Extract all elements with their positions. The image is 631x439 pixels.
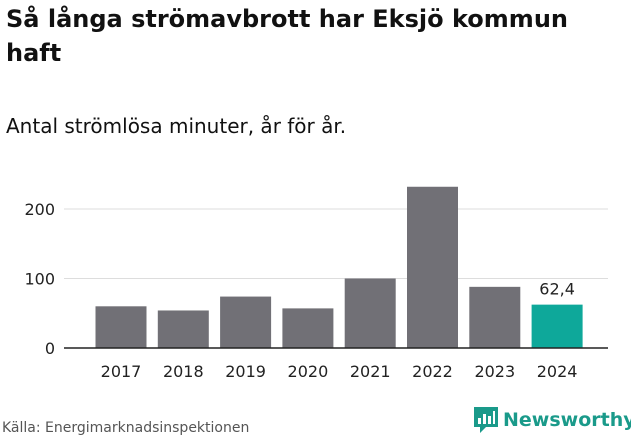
bar-2019 bbox=[220, 296, 272, 348]
newsworthy-logo: Newsworthy bbox=[474, 407, 631, 433]
x-tick-label: 2018 bbox=[163, 362, 204, 381]
bar-2021 bbox=[344, 278, 396, 348]
brand-name: Newsworthy bbox=[503, 409, 631, 431]
chart-title: Så långa strömavbrott har Eksjö kommun h… bbox=[6, 5, 568, 67]
bar-chart: 0 100 200 2017 2018 2019 2020 2021 2022 2023 2024 6… bbox=[24, 186, 608, 381]
x-tick-label: 2023 bbox=[474, 362, 515, 381]
bar-2018 bbox=[157, 310, 209, 348]
x-tick-label: 2020 bbox=[288, 362, 329, 381]
y-tick-label: 0 bbox=[45, 339, 55, 358]
x-tick-label: 2024 bbox=[537, 362, 578, 381]
bar-2024 bbox=[531, 304, 583, 348]
bar-2023 bbox=[469, 286, 521, 348]
source-note: Källa: Energimarknadsinspektionen bbox=[2, 420, 250, 436]
bar-2017 bbox=[95, 306, 147, 348]
data-label: 62,4 bbox=[539, 280, 575, 299]
y-tick-label: 100 bbox=[24, 270, 55, 289]
bar-2022 bbox=[407, 186, 458, 348]
chart-subtitle: Antal strömlösa minuter, år för år. bbox=[6, 114, 347, 138]
bar-2020 bbox=[282, 308, 334, 348]
x-tick-label: 2019 bbox=[225, 362, 266, 381]
newsworthy-logo-icon bbox=[474, 407, 498, 433]
x-tick-label: 2022 bbox=[412, 362, 453, 381]
x-tick-label: 2017 bbox=[101, 362, 142, 381]
y-tick-label: 200 bbox=[24, 200, 55, 219]
x-tick-label: 2021 bbox=[350, 362, 391, 381]
